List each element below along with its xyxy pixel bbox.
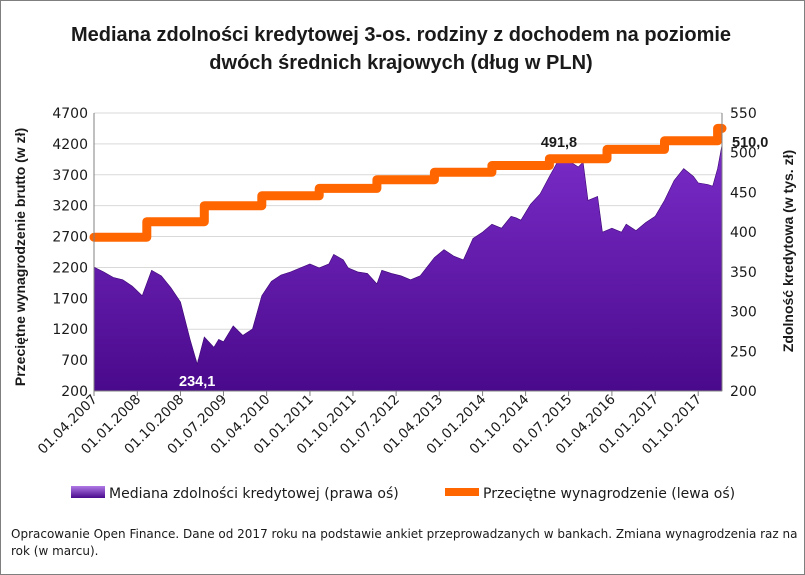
- left-tick-label: 4200: [52, 137, 88, 153]
- left-tick-label: 3700: [52, 168, 88, 184]
- data-label: 234,1: [179, 374, 215, 390]
- left-tick-label: 2200: [52, 260, 88, 276]
- left-axis-title: Przeciętne wynagrodzenie brutto (w zł): [12, 128, 28, 386]
- data-label: 491,8: [541, 135, 577, 151]
- annotations: 234,1 491,8 510,0: [179, 135, 768, 390]
- right-tick-label: 500: [730, 146, 757, 162]
- right-axis-title: Zdolność kredytowa (w tys. zł): [780, 150, 796, 352]
- chart: Mediana zdolności kredytowej 3-os. rodzi…: [12, 24, 796, 502]
- right-tick-label: 250: [730, 344, 757, 360]
- legend: Mediana zdolności kredytowej (prawa oś) …: [71, 486, 735, 502]
- right-tick-label: 450: [730, 185, 757, 201]
- left-tick-label: 3200: [52, 199, 88, 215]
- right-tick-label: 400: [730, 225, 757, 241]
- chart-title-line-1: Mediana zdolności kredytowej 3-os. rodzi…: [71, 24, 731, 46]
- right-tick-label: 550: [730, 106, 757, 122]
- area-series: [93, 144, 723, 392]
- left-tick-label: 4700: [52, 106, 88, 122]
- right-tick-label: 350: [730, 265, 757, 281]
- left-tick-label: 200: [61, 384, 88, 400]
- right-axis: 200 250 300 350 400 450 500 550: [721, 106, 757, 400]
- data-label: 510,0: [732, 135, 768, 151]
- line-series-path: [89, 123, 727, 242]
- right-tick-label: 300: [730, 305, 757, 321]
- chart-title-line-2: dwóch średnich krajowych (dług w PLN): [209, 52, 592, 74]
- legend-label-area: Mediana zdolności kredytowej (prawa oś): [109, 486, 399, 502]
- legend-swatch-area: [71, 486, 105, 498]
- left-tick-label: 2700: [52, 230, 88, 246]
- left-tick-label: 700: [61, 353, 88, 369]
- legend-label-line: Przeciętne wynagrodzenie (lewa oś): [483, 486, 735, 502]
- left-tick-label: 1700: [52, 291, 88, 307]
- left-axis: 200 700 1200 1700 2200 2700 3200 3700 4200 4700: [52, 106, 95, 400]
- footnote: Opracowanie Open Finance. Dane od 2017 r…: [11, 527, 798, 558]
- left-tick-label: 1200: [52, 322, 88, 338]
- line-series: [89, 123, 727, 242]
- area-series-path: [93, 144, 723, 392]
- right-tick-label: 200: [730, 384, 757, 400]
- x-axis: 01.04.200701.01.200801.10.200801.07.2009…: [35, 390, 722, 457]
